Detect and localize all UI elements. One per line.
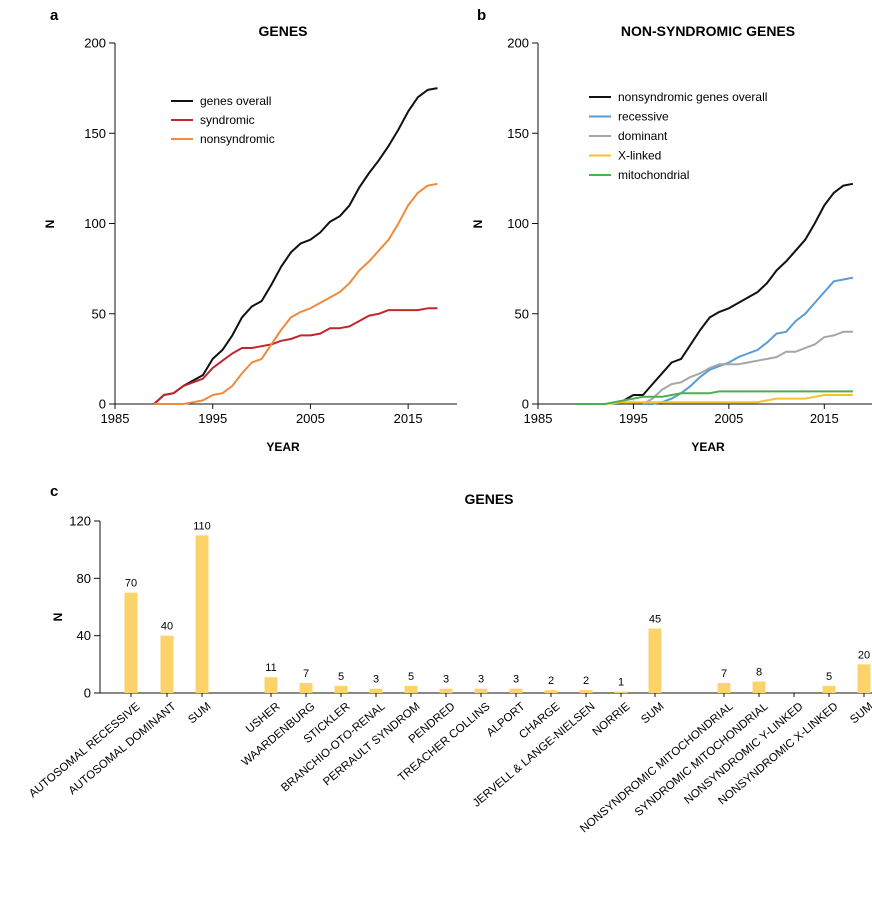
bar	[404, 685, 418, 693]
bar-value-label: 3	[443, 674, 449, 686]
bar-value-label: 3	[478, 674, 484, 686]
series-line-1	[153, 307, 438, 405]
x-tick-label: 1985	[101, 411, 130, 426]
bar	[857, 664, 871, 693]
bar-value-label: 45	[649, 614, 661, 626]
bar	[299, 682, 313, 693]
series-line-1	[643, 276, 854, 405]
legend-label-0: genes overall	[200, 94, 271, 108]
bar	[334, 685, 348, 693]
y-tick-label: 200	[507, 36, 529, 51]
bar-value-label: 1	[618, 677, 624, 689]
bar	[614, 691, 628, 693]
x-tick-label: 2005	[296, 411, 325, 426]
panel-a-ylabel: N	[43, 220, 57, 229]
y-tick-label: 100	[84, 216, 106, 231]
category-label: SUM	[186, 701, 213, 727]
y-tick-label: 80	[77, 571, 91, 586]
bar-value-label: 2	[583, 675, 589, 687]
panel-a-title: GENES	[258, 23, 307, 39]
y-tick-label: 200	[84, 36, 106, 51]
bar	[752, 681, 766, 693]
y-tick-label: 0	[522, 397, 529, 412]
bar	[717, 682, 731, 693]
y-tick-label: 150	[507, 126, 529, 141]
legend-label-3: X-linked	[618, 149, 661, 163]
series-line-2	[642, 330, 853, 405]
x-tick-label: 2015	[394, 411, 423, 426]
category-label: SUM	[639, 701, 666, 727]
bar-value-label: 70	[125, 578, 137, 590]
bar-value-label: 3	[513, 674, 519, 686]
series-line-2	[154, 182, 438, 405]
y-tick-label: 50	[515, 306, 529, 321]
panel-b-letter: b	[477, 7, 486, 24]
bar	[369, 688, 383, 693]
bar	[648, 628, 662, 693]
series-line-4	[576, 390, 853, 405]
panel-a-letter: a	[50, 7, 59, 24]
bar	[124, 592, 138, 693]
legend-label-4: mitochondrial	[618, 168, 689, 182]
bar	[474, 688, 488, 693]
bar-value-label: 8	[756, 667, 762, 679]
bar-value-label: 5	[338, 671, 344, 683]
x-tick-label: 1995	[198, 411, 227, 426]
series-line-3	[576, 394, 853, 405]
x-tick-label: 1985	[524, 411, 553, 426]
series-line-0	[153, 87, 438, 405]
bar	[579, 690, 593, 693]
bar-value-label: 20	[858, 649, 870, 661]
y-tick-label: 0	[99, 397, 106, 412]
bar-value-label: 5	[826, 671, 832, 683]
bar-value-label: 7	[721, 668, 727, 680]
bar	[160, 635, 174, 693]
y-tick-label: 120	[69, 514, 91, 529]
bar	[509, 688, 523, 693]
panel-c-ylabel: N	[51, 613, 65, 622]
bar	[195, 535, 209, 693]
bar	[822, 685, 836, 693]
panel-b: b NON-SYNDROMIC GENES YEAR N 0 50 100 150 20…	[471, 7, 872, 454]
bar-value-label: 110	[193, 520, 211, 532]
legend-label-1: recessive	[618, 110, 669, 124]
y-tick-label: 100	[507, 216, 529, 231]
bar-value-label: 40	[161, 621, 173, 633]
y-tick-label: 40	[77, 628, 91, 643]
bar	[264, 677, 278, 693]
panel-b-xlabel: YEAR	[691, 440, 725, 454]
bar-value-label: 3	[373, 674, 379, 686]
bar	[544, 690, 558, 693]
panel-c-title: GENES	[464, 491, 513, 507]
x-tick-label: 2015	[810, 411, 839, 426]
panel-a-xlabel: YEAR	[266, 440, 300, 454]
x-tick-label: 1995	[619, 411, 648, 426]
legend-label-2: nonsyndromic	[200, 132, 275, 146]
bar	[439, 688, 453, 693]
panel-c-letter: c	[50, 483, 58, 500]
category-label: SUM	[848, 701, 872, 727]
category-label: NORRIE	[591, 700, 633, 738]
panel-b-ylabel: N	[471, 220, 485, 229]
bar-value-label: 11	[265, 662, 276, 674]
bar-value-label: 7	[303, 668, 309, 680]
legend-label-2: dominant	[618, 129, 668, 143]
bar-value-label: 2	[548, 675, 554, 687]
x-tick-label: 2005	[714, 411, 743, 426]
legend-label-1: syndromic	[200, 113, 255, 127]
bar-value-label: 5	[408, 671, 414, 683]
series-line-0	[623, 182, 854, 402]
legend-label-0: nonsyndromic genes overall	[618, 90, 767, 104]
y-tick-label: 0	[84, 686, 91, 701]
y-tick-label: 150	[84, 126, 106, 141]
panel-b-title: NON-SYNDROMIC GENES	[621, 23, 795, 39]
panel-a: a GENES YEAR N 0 50 100 150 200 1985 1995 2005 2…	[43, 7, 457, 454]
y-tick-label: 50	[92, 306, 106, 321]
